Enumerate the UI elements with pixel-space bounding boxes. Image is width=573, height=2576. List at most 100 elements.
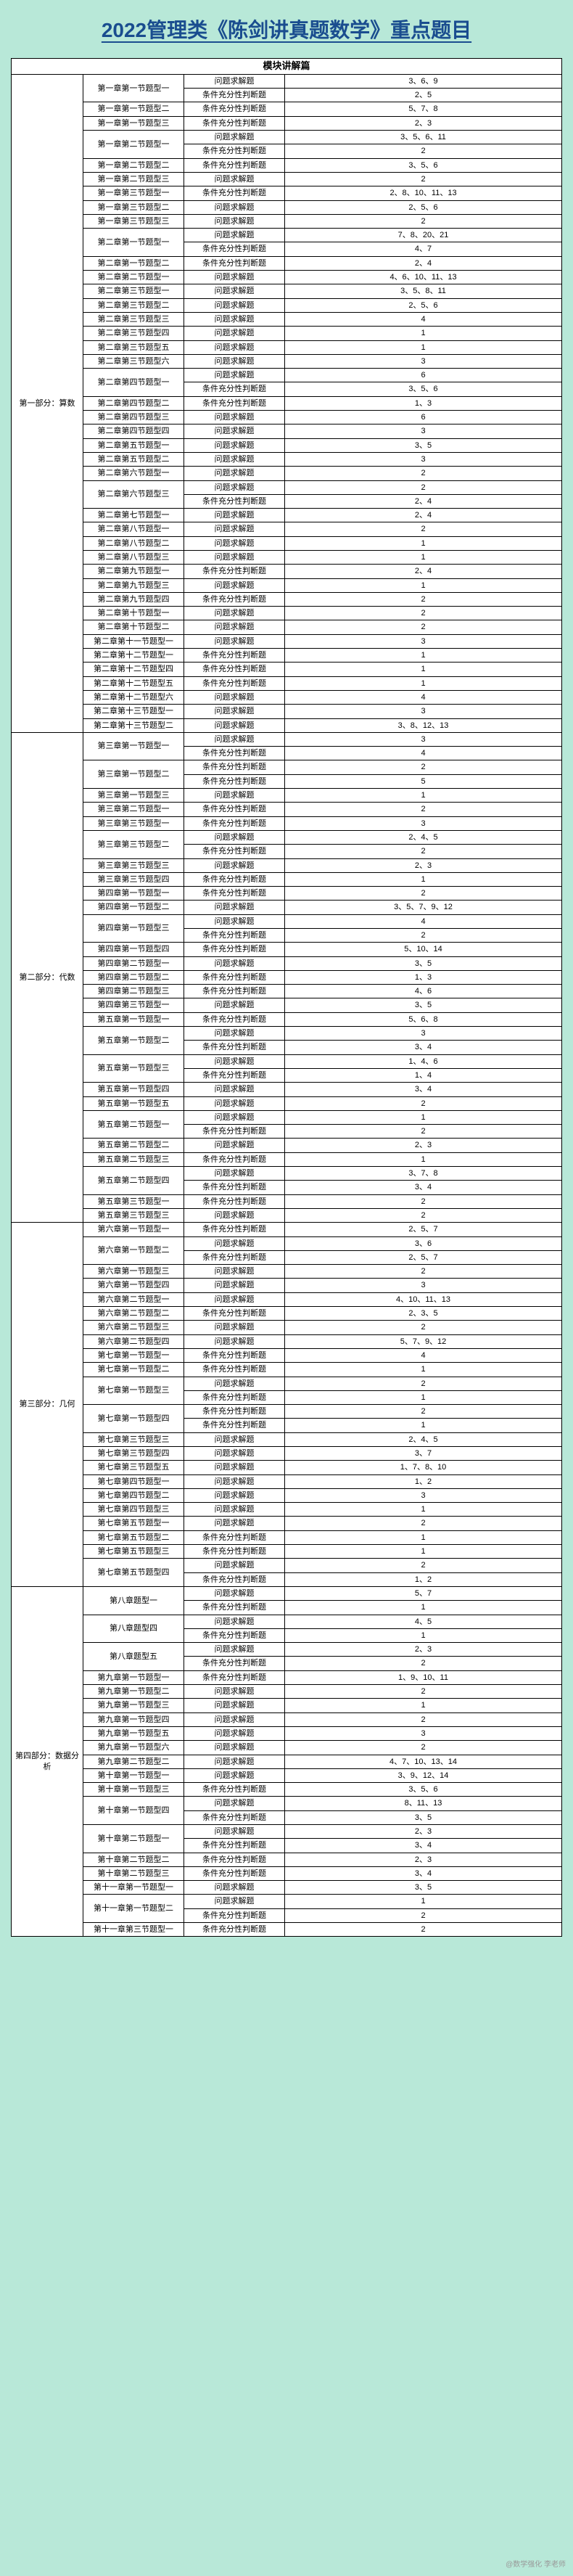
type-cell: 问题求解题 xyxy=(184,1110,285,1124)
numbers-cell: 2 xyxy=(285,1321,562,1334)
numbers-cell: 2 xyxy=(285,1741,562,1755)
chapter-cell: 第十章第一节题型一 xyxy=(83,1768,184,1782)
numbers-cell: 3、4 xyxy=(285,1866,562,1880)
table-row: 第三章第三节题型四条件充分性判断题1 xyxy=(12,872,562,886)
table-row: 第六章第二节题型三问题求解题2 xyxy=(12,1321,562,1334)
chapter-cell: 第二章第十节题型一 xyxy=(83,607,184,620)
type-cell: 条件充分性判断题 xyxy=(184,1405,285,1419)
table-row: 第二章第八节题型二问题求解题1 xyxy=(12,536,562,550)
type-cell: 问题求解题 xyxy=(184,1167,285,1181)
type-cell: 条件充分性判断题 xyxy=(184,396,285,410)
table-row: 第十章第二节题型二条件充分性判断题2、3 xyxy=(12,1853,562,1866)
chapter-cell: 第二章第四节题型二 xyxy=(83,396,184,410)
table-row: 第二章第六节题型一问题求解题2 xyxy=(12,467,562,480)
type-cell: 问题求解题 xyxy=(184,732,285,746)
numbers-cell: 1 xyxy=(285,663,562,676)
numbers-cell: 1 xyxy=(285,1110,562,1124)
chapter-cell: 第九章第一节题型六 xyxy=(83,1741,184,1755)
chapter-cell: 第三章第三节题型四 xyxy=(83,872,184,886)
chapter-cell: 第二章第十三节题型二 xyxy=(83,718,184,732)
table-row: 第二章第一节题型二条件充分性判断题2、4 xyxy=(12,256,562,270)
type-cell: 问题求解题 xyxy=(184,1083,285,1096)
type-cell: 条件充分性判断题 xyxy=(184,1250,285,1264)
table-row: 第四章第一节题型一条件充分性判断题2 xyxy=(12,887,562,901)
table-row: 第九章第一节题型五问题求解题3 xyxy=(12,1726,562,1740)
type-cell: 条件充分性判断题 xyxy=(184,592,285,606)
chapter-cell: 第二章第四节题型三 xyxy=(83,411,184,424)
type-cell: 条件充分性判断题 xyxy=(184,1657,285,1670)
numbers-cell: 3、5、6 xyxy=(285,382,562,396)
numbers-cell: 2 xyxy=(285,1405,562,1419)
type-cell: 问题求解题 xyxy=(184,620,285,634)
chapter-cell: 第三章第一节题型一 xyxy=(83,732,184,760)
numbers-cell: 6 xyxy=(285,411,562,424)
type-cell: 问题求解题 xyxy=(184,200,285,214)
numbers-cell: 2 xyxy=(285,1125,562,1139)
numbers-cell: 3、9、12、14 xyxy=(285,1768,562,1782)
type-cell: 问题求解题 xyxy=(184,1292,285,1306)
numbers-cell: 3、5 xyxy=(285,1881,562,1895)
numbers-cell: 2、3 xyxy=(285,858,562,872)
chapter-cell: 第三章第二节题型一 xyxy=(83,803,184,816)
table-row: 第六章第一节题型二问题求解题3、6 xyxy=(12,1236,562,1250)
chapter-cell: 第九章第一节题型四 xyxy=(83,1712,184,1726)
numbers-cell: 1 xyxy=(285,1530,562,1544)
table-row: 第二章第三节题型五问题求解题1 xyxy=(12,340,562,354)
chapter-cell: 第一章第二节题型二 xyxy=(83,158,184,172)
type-cell: 问题求解题 xyxy=(184,1027,285,1041)
numbers-cell: 3 xyxy=(285,354,562,368)
type-cell: 问题求解题 xyxy=(184,411,285,424)
section-cell: 第二部分：代数 xyxy=(12,732,83,1222)
type-cell: 条件充分性判断题 xyxy=(184,1866,285,1880)
chapter-cell: 第五章第二节题型一 xyxy=(83,1110,184,1139)
type-cell: 问题求解题 xyxy=(184,634,285,648)
chapter-cell: 第七章第四节题型一 xyxy=(83,1474,184,1488)
chapter-cell: 第五章第三节题型三 xyxy=(83,1208,184,1222)
numbers-cell: 3 xyxy=(285,705,562,718)
numbers-cell: 3 xyxy=(285,1027,562,1041)
type-cell: 条件充分性判断题 xyxy=(184,494,285,508)
type-cell: 问题求解题 xyxy=(184,452,285,466)
table-row: 第六章第二节题型四问题求解题5、7、9、12 xyxy=(12,1334,562,1348)
numbers-cell: 3 xyxy=(285,1726,562,1740)
type-cell: 条件充分性判断题 xyxy=(184,747,285,760)
numbers-cell: 1、7、8、10 xyxy=(285,1461,562,1474)
numbers-cell: 1 xyxy=(285,1390,562,1404)
table-row: 第二章第六节题型三问题求解题2 xyxy=(12,480,562,494)
numbers-cell: 1、3 xyxy=(285,970,562,984)
type-cell: 条件充分性判断题 xyxy=(184,1923,285,1937)
chapter-cell: 第八章题型四 xyxy=(83,1615,184,1643)
type-cell: 条件充分性判断题 xyxy=(184,970,285,984)
numbers-cell: 3 xyxy=(285,634,562,648)
table-row: 第五章第一节题型三问题求解题1、4、6 xyxy=(12,1054,562,1068)
chapter-cell: 第二章第十节题型二 xyxy=(83,620,184,634)
chapter-cell: 第二章第二节题型一 xyxy=(83,271,184,284)
numbers-cell: 2 xyxy=(285,144,562,158)
numbers-cell: 2、5、6 xyxy=(285,298,562,312)
table-row: 第一章第三节题型一条件充分性判断题2、8、10、11、13 xyxy=(12,186,562,200)
type-cell: 条件充分性判断题 xyxy=(184,1572,285,1586)
type-cell: 条件充分性判断题 xyxy=(184,1628,285,1642)
numbers-cell: 4 xyxy=(285,312,562,326)
type-cell: 问题求解题 xyxy=(184,914,285,928)
type-cell: 问题求解题 xyxy=(184,369,285,382)
table-row: 第七章第四节题型三问题求解题1 xyxy=(12,1503,562,1517)
table-row: 第八章题型五问题求解题2、3 xyxy=(12,1643,562,1657)
numbers-cell: 3 xyxy=(285,732,562,746)
table-row: 第一章第一节题型二条件充分性判断题5、7、8 xyxy=(12,102,562,116)
type-cell: 条件充分性判断题 xyxy=(184,649,285,663)
type-cell: 条件充分性判断题 xyxy=(184,1223,285,1236)
chapter-cell: 第四章第三节题型一 xyxy=(83,998,184,1012)
chapter-cell: 第三章第三节题型一 xyxy=(83,816,184,830)
chapter-cell: 第二章第三节题型三 xyxy=(83,312,184,326)
table-row: 第三章第二节题型一条件充分性判断题2 xyxy=(12,803,562,816)
type-cell: 条件充分性判断题 xyxy=(184,1363,285,1377)
numbers-cell: 2、3 xyxy=(285,116,562,130)
type-cell: 问题求解题 xyxy=(184,424,285,438)
table-row: 第七章第三节题型三问题求解题2、4、5 xyxy=(12,1432,562,1446)
type-cell: 条件充分性判断题 xyxy=(184,1012,285,1026)
numbers-cell: 1 xyxy=(285,789,562,803)
main-table: 模块讲解篇 第一部分：算数第一章第一节题型一问题求解题3、6、9条件充分性判断题… xyxy=(11,58,562,1937)
numbers-cell: 6 xyxy=(285,369,562,382)
chapter-cell: 第七章第一节题型三 xyxy=(83,1377,184,1405)
